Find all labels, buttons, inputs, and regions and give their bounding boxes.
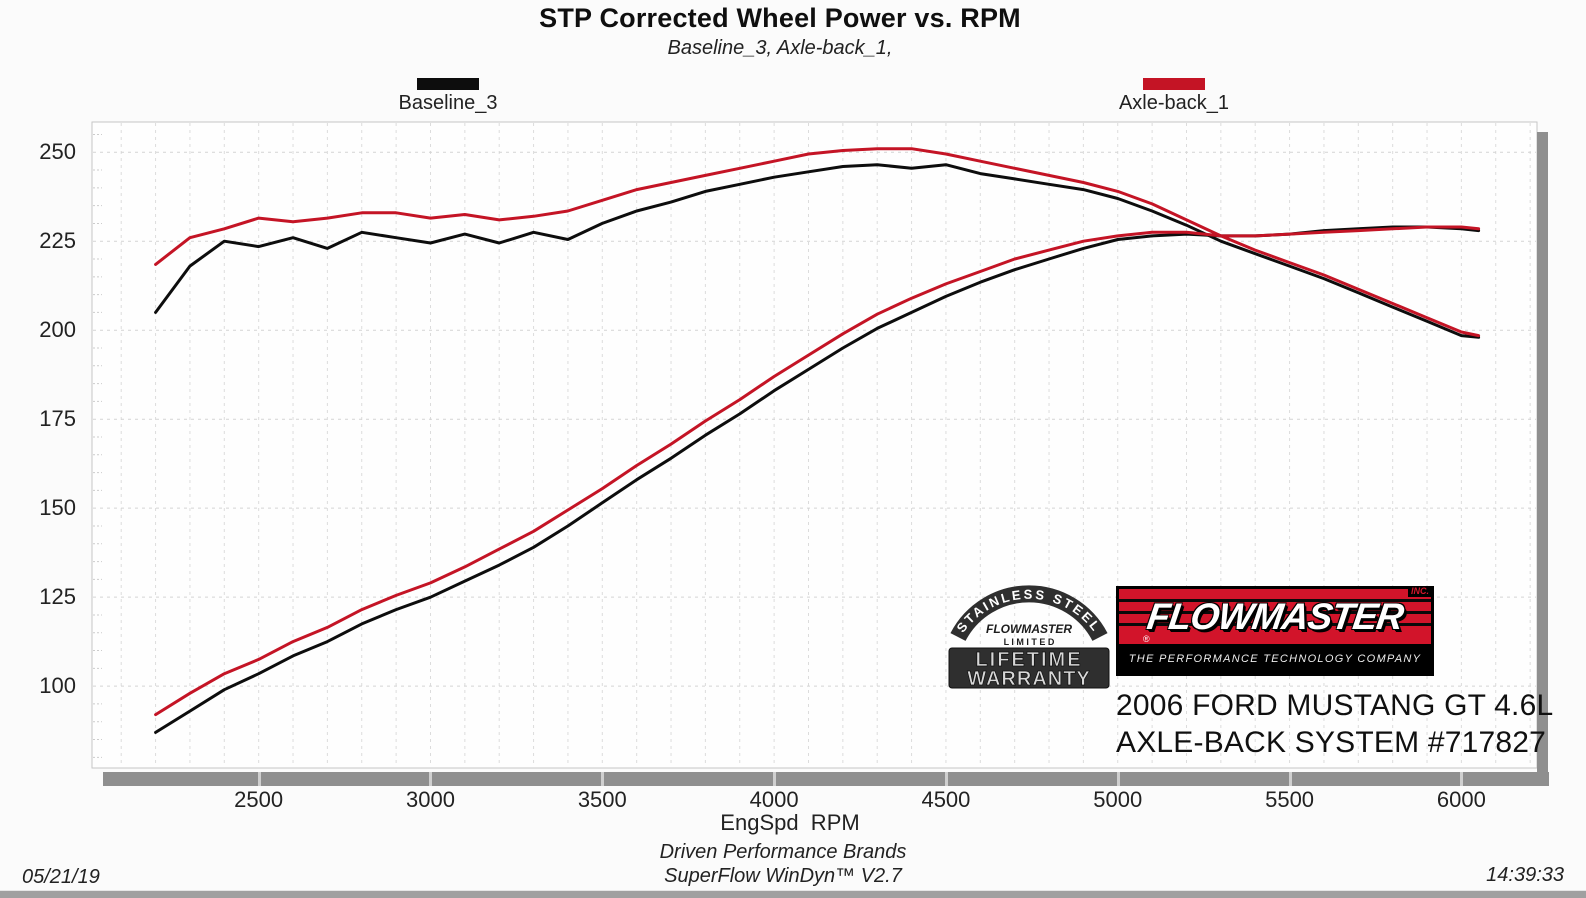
y-tick-label: 250	[39, 139, 76, 165]
bottom-window-edge	[0, 890, 1586, 898]
x-tick-label: 4500	[921, 787, 971, 812]
logo-black-field: THE PERFORMANCE TECHNOLOGY COMPANY	[1119, 644, 1431, 673]
vehicle-info-line2: AXLE-BACK SYSTEM #717827	[1116, 726, 1547, 759]
footer-software-line: SuperFlow WinDyn™ V2.7	[664, 865, 902, 887]
x-axis-title: EngSpd RPM	[720, 810, 860, 835]
y-tick-label: 175	[39, 406, 76, 432]
x-axis-bar-notch	[773, 772, 777, 786]
x-axis-3d-bar	[103, 772, 1549, 786]
legend-baseline-swatch	[417, 78, 479, 90]
x-tick-label: 6000	[1436, 787, 1486, 812]
badge-lifetime-text: LIFETIME	[975, 649, 1082, 671]
curve-axle-back-1-torque	[154, 147, 1481, 338]
x-tick-label: 2500	[234, 787, 284, 812]
x-axis-bar-notch	[1460, 772, 1464, 786]
logo-tagline: THE PERFORMANCE TECHNOLOGY COMPANY	[1128, 652, 1422, 665]
x-axis-bar-notch	[1116, 772, 1120, 786]
logo-wordmark: FLOWMASTER	[1144, 596, 1406, 637]
x-axis-bar-notch	[429, 772, 433, 786]
badge-warranty-text: WARRANTY	[967, 668, 1091, 690]
x-axis-bar-notch	[1288, 772, 1292, 786]
x-tick-label: 5000	[1093, 787, 1143, 812]
logo-stripe	[1119, 599, 1431, 602]
page-title: STP Corrected Wheel Power vs. RPM	[539, 3, 1021, 33]
logo-stripe	[1119, 623, 1431, 626]
curve-baseline-3-torque	[154, 163, 1481, 339]
badge-brand-text: FLOWMASTER	[986, 622, 1072, 636]
x-tick-label: 3500	[577, 787, 627, 812]
badge-box	[948, 647, 1110, 689]
x-tick-label: 4000	[749, 787, 799, 812]
logo-stripe	[1119, 611, 1431, 614]
x-tick-label: 3000	[405, 787, 455, 812]
footer-date: 05/21/19	[22, 866, 100, 888]
logo-inc-text: INC.	[1408, 586, 1432, 597]
y-tick-label: 125	[39, 584, 76, 610]
footer-time: 14:39:33	[1486, 864, 1564, 886]
chart-subtitle: Baseline_3, Axle-back_1,	[667, 37, 893, 59]
flowmaster-logo: INC. FLOWMASTER ® THE PERFORMANCE TECHNO…	[1116, 586, 1434, 676]
registered-mark-icon: ®	[1143, 634, 1150, 644]
x-axis-bar-notch	[601, 772, 605, 786]
badge-limited-text: L I M I T E D	[1004, 637, 1055, 647]
logo-red-field: FLOWMASTER ®	[1119, 589, 1431, 644]
legend-axleback-label: Axle-back_1	[1118, 92, 1230, 114]
x-tick-label: 5500	[1265, 787, 1315, 812]
footer-brand-line: Driven Performance Brands	[659, 841, 907, 863]
curve-axle-back-1-power	[154, 225, 1481, 717]
x-axis-bar-notch	[944, 772, 948, 786]
right-3d-bar	[1537, 132, 1548, 786]
lifetime-warranty-badge: STAINLESS STEEL FLOWMASTER L I M I T E D…	[948, 585, 1110, 690]
y-tick-label: 200	[39, 317, 76, 343]
y-tick-label: 225	[39, 228, 76, 254]
badge-arc-band	[950, 585, 1108, 642]
y-tick-label: 150	[39, 495, 76, 521]
y-tick-label: 100	[39, 673, 76, 699]
legend-axleback-swatch	[1143, 78, 1205, 90]
legend-baseline-label: Baseline_3	[398, 92, 498, 114]
vehicle-info-line1: 2006 FORD MUSTANG GT 4.6L	[1116, 689, 1554, 722]
x-axis-bar-notch	[257, 772, 261, 786]
